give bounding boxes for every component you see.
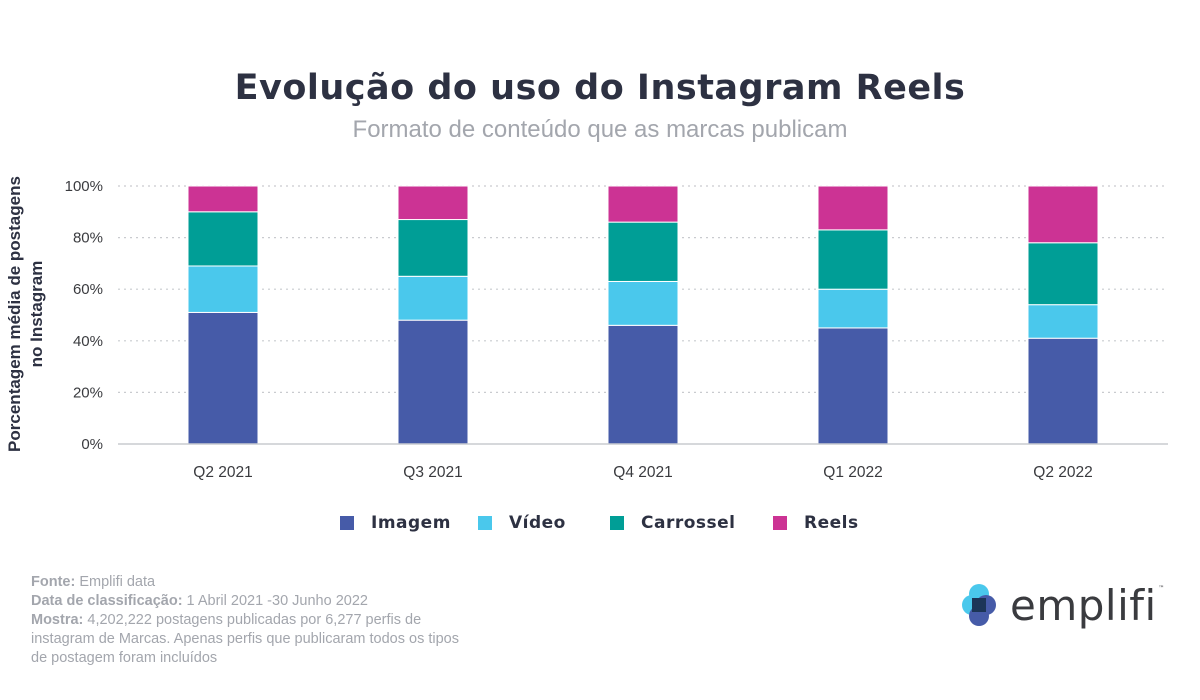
y-tick-label: 20% <box>73 384 103 401</box>
bar-segment <box>817 327 889 445</box>
x-tick-label: Q1 2022 <box>823 464 882 481</box>
bar-segment <box>817 185 889 231</box>
stacked-bar-chart: 0% 20% 40% 60% 80% 100% Q2 2021 Q3 2021 Q4 2021 Q… <box>65 178 1168 481</box>
footer-notes: Fonte: Emplifi data Data de classificaçã… <box>31 573 551 668</box>
y-tick-label: 60% <box>73 281 103 298</box>
bar-segment <box>397 185 469 221</box>
legend-item-reels: Reels <box>773 510 859 536</box>
footer-source-label: Fonte: <box>31 574 76 590</box>
footer-sample-line-2: instagram de Marcas. Apenas perfis que p… <box>31 631 459 647</box>
footer-date: Data de classificação: 1 Abril 2021 -30 … <box>31 592 551 611</box>
x-tick-label: Q3 2021 <box>403 464 462 481</box>
x-tick-label: Q2 2022 <box>1033 464 1092 481</box>
legend-label-video: Vídeo <box>509 513 566 533</box>
footer-sample: Mostra: 4,202,222 postagens publicadas p… <box>31 611 551 630</box>
bar-segment <box>397 319 469 445</box>
bar-segment <box>817 229 889 290</box>
legend-item-video: Vídeo <box>478 510 566 536</box>
bar-segment <box>397 219 469 277</box>
emplifi-logo-tm: ™ <box>1158 584 1165 592</box>
bar-segment <box>1027 185 1099 244</box>
bar-segment <box>1027 242 1099 306</box>
legend-swatch-carrossel <box>610 516 624 530</box>
footer-date-label: Data de classificação: <box>31 593 183 609</box>
y-tick-label: 0% <box>81 436 103 453</box>
footer-sample-line-3: de postagem foram incluídos <box>31 650 218 666</box>
footer-sample-value-1: 4,202,222 postagens publicadas por 6,277… <box>83 612 422 628</box>
legend-swatch-video <box>478 516 492 530</box>
y-tick-label: 40% <box>73 333 103 350</box>
x-tick-label: Q4 2021 <box>613 464 672 481</box>
emplifi-logo-mark-icon <box>958 582 1000 628</box>
legend-label-imagem: Imagem <box>371 513 451 533</box>
bar-segment <box>607 221 679 282</box>
footer-date-value: 1 Abril 2021 -30 Junho 2022 <box>182 593 368 609</box>
legend-swatch-reels <box>773 516 787 530</box>
legend-label-carrossel: Carrossel <box>641 513 736 533</box>
y-tick-label: 100% <box>65 178 103 195</box>
bar-segment <box>397 275 469 321</box>
legend-item-imagem: Imagem <box>340 510 451 536</box>
bar-segment <box>187 185 259 213</box>
emplifi-logo-wordmark: emplifi <box>1010 580 1157 630</box>
chart-subtitle: Formato de conteúdo que as marcas public… <box>352 116 848 143</box>
footer-source-value: Emplifi data <box>75 574 156 590</box>
y-tick-label: 80% <box>73 230 103 247</box>
legend-item-carrossel: Carrossel <box>610 510 736 536</box>
legend-label-reels: Reels <box>804 513 859 533</box>
chart-title: Evolução do uso do Instagram Reels <box>234 68 966 108</box>
bar-segment <box>187 211 259 267</box>
legend-swatch-imagem <box>340 516 354 530</box>
bar-segment <box>1027 337 1099 445</box>
footer-source: Fonte: Emplifi data <box>31 573 551 592</box>
bar-segment <box>607 185 679 223</box>
bar-segment <box>1027 304 1099 339</box>
footer-sample-label: Mostra: <box>31 612 84 628</box>
emplifi-logo: emplifi ™ <box>958 580 1164 630</box>
bar-segment <box>607 324 679 445</box>
bar-segment <box>187 265 259 313</box>
bar-segment <box>607 280 679 326</box>
bar-segment <box>187 311 259 445</box>
legend: Imagem Vídeo Carrossel Reels <box>0 510 1200 536</box>
emplifi-logo-text: emplifi ™ <box>1010 580 1164 630</box>
x-tick-label: Q2 2021 <box>193 464 252 481</box>
bar-segment <box>817 288 889 329</box>
